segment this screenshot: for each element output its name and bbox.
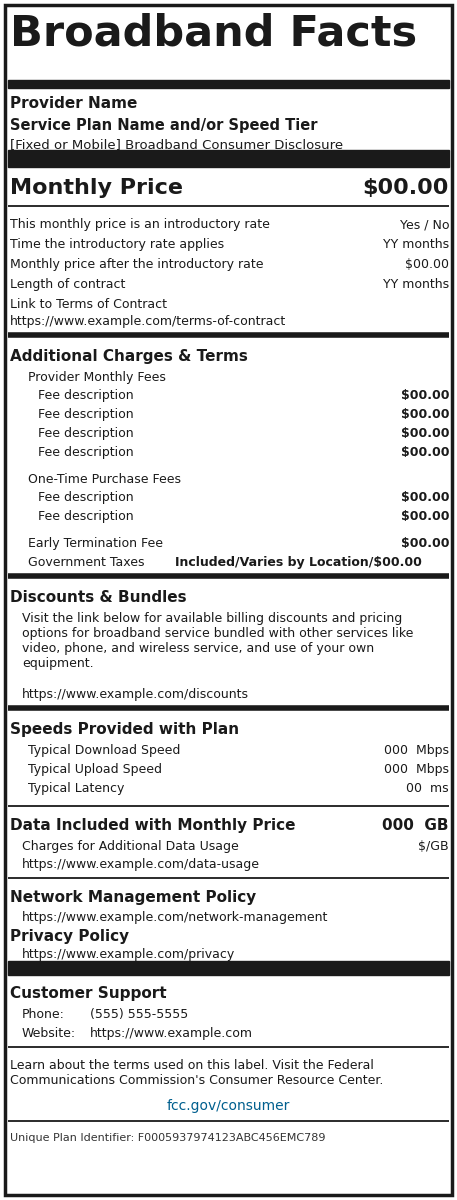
Text: Discounts & Bundles: Discounts & Bundles	[10, 590, 186, 605]
Text: Yes / No: Yes / No	[399, 218, 449, 230]
Text: Typical Latency: Typical Latency	[28, 782, 124, 794]
Text: Fee description: Fee description	[38, 408, 133, 421]
Text: https://www.example.com: https://www.example.com	[90, 1027, 253, 1040]
Text: Visit the link below for available billing discounts and pricing
options for bro: Visit the link below for available billi…	[22, 612, 414, 670]
Text: 00  ms: 00 ms	[406, 782, 449, 794]
Text: $00.00: $00.00	[362, 178, 449, 198]
Text: Time the introductory rate applies: Time the introductory rate applies	[10, 238, 224, 251]
Text: Monthly price after the introductory rate: Monthly price after the introductory rat…	[10, 258, 264, 271]
Text: https://www.example.com/network-management: https://www.example.com/network-manageme…	[22, 911, 329, 924]
Text: $00.00: $00.00	[400, 408, 449, 421]
Text: $00.00: $00.00	[405, 258, 449, 271]
Text: Fee description: Fee description	[38, 446, 133, 458]
Text: 000  Mbps: 000 Mbps	[384, 763, 449, 776]
Text: Customer Support: Customer Support	[10, 986, 167, 1001]
Text: Learn about the terms used on this label. Visit the Federal
Communications Commi: Learn about the terms used on this label…	[10, 1058, 383, 1087]
Text: Data Included with Monthly Price: Data Included with Monthly Price	[10, 818, 296, 833]
Text: https://www.example.com/privacy: https://www.example.com/privacy	[22, 948, 235, 961]
Text: $00.00: $00.00	[400, 538, 449, 550]
Text: Fee description: Fee description	[38, 510, 133, 523]
Text: Typical Upload Speed: Typical Upload Speed	[28, 763, 162, 776]
Text: https://www.example.com/discounts: https://www.example.com/discounts	[22, 688, 249, 701]
Text: Fee description: Fee description	[38, 389, 133, 402]
Text: $/GB: $/GB	[418, 840, 449, 853]
Text: YY months: YY months	[383, 278, 449, 290]
Text: Typical Download Speed: Typical Download Speed	[28, 744, 181, 757]
Bar	[8, 80, 449, 88]
Text: Link to Terms of Contract: Link to Terms of Contract	[10, 298, 167, 311]
Text: Government Taxes: Government Taxes	[28, 556, 144, 569]
Text: https://www.example.com/terms-of-contract: https://www.example.com/terms-of-contrac…	[10, 314, 286, 328]
Text: $00.00: $00.00	[400, 446, 449, 458]
Text: Charges for Additional Data Usage: Charges for Additional Data Usage	[22, 840, 239, 853]
Text: Early Termination Fee: Early Termination Fee	[28, 538, 163, 550]
Text: This monthly price is an introductory rate: This monthly price is an introductory ra…	[10, 218, 270, 230]
Text: https://www.example.com/data-usage: https://www.example.com/data-usage	[22, 858, 260, 871]
Text: Provider Monthly Fees: Provider Monthly Fees	[28, 371, 166, 384]
Text: Provider Name: Provider Name	[10, 96, 138, 110]
Text: One-Time Purchase Fees: One-Time Purchase Fees	[28, 473, 181, 486]
Text: Fee description: Fee description	[38, 427, 133, 440]
Text: Monthly Price: Monthly Price	[10, 178, 183, 198]
Text: 000  Mbps: 000 Mbps	[384, 744, 449, 757]
Text: YY months: YY months	[383, 238, 449, 251]
Text: $00.00: $00.00	[400, 491, 449, 504]
Bar	[8, 150, 449, 167]
Text: fcc.gov/consumer: fcc.gov/consumer	[166, 1099, 290, 1114]
Text: (555) 555-5555: (555) 555-5555	[90, 1008, 188, 1021]
Text: $00.00: $00.00	[400, 427, 449, 440]
Text: $00.00: $00.00	[400, 510, 449, 523]
Text: Length of contract: Length of contract	[10, 278, 125, 290]
Text: Privacy Policy: Privacy Policy	[10, 929, 129, 944]
Text: Included/Varies by Location/$00.00: Included/Varies by Location/$00.00	[175, 556, 422, 569]
Text: Broadband Facts: Broadband Facts	[10, 12, 417, 54]
Text: $00.00: $00.00	[400, 389, 449, 402]
Text: Service Plan Name and/or Speed Tier: Service Plan Name and/or Speed Tier	[10, 118, 318, 133]
Text: Additional Charges & Terms: Additional Charges & Terms	[10, 349, 248, 364]
Text: Network Management Policy: Network Management Policy	[10, 890, 256, 905]
Text: Unique Plan Identifier: F0005937974123ABC456EMC789: Unique Plan Identifier: F0005937974123AB…	[10, 1133, 325, 1142]
Text: [Fixed or Mobile] Broadband Consumer Disclosure: [Fixed or Mobile] Broadband Consumer Dis…	[10, 138, 343, 151]
Text: Speeds Provided with Plan: Speeds Provided with Plan	[10, 722, 239, 737]
Text: Phone:: Phone:	[22, 1008, 65, 1021]
Bar	[8, 961, 449, 974]
Text: 000  GB: 000 GB	[383, 818, 449, 833]
Text: Fee description: Fee description	[38, 491, 133, 504]
Text: Website:: Website:	[22, 1027, 76, 1040]
